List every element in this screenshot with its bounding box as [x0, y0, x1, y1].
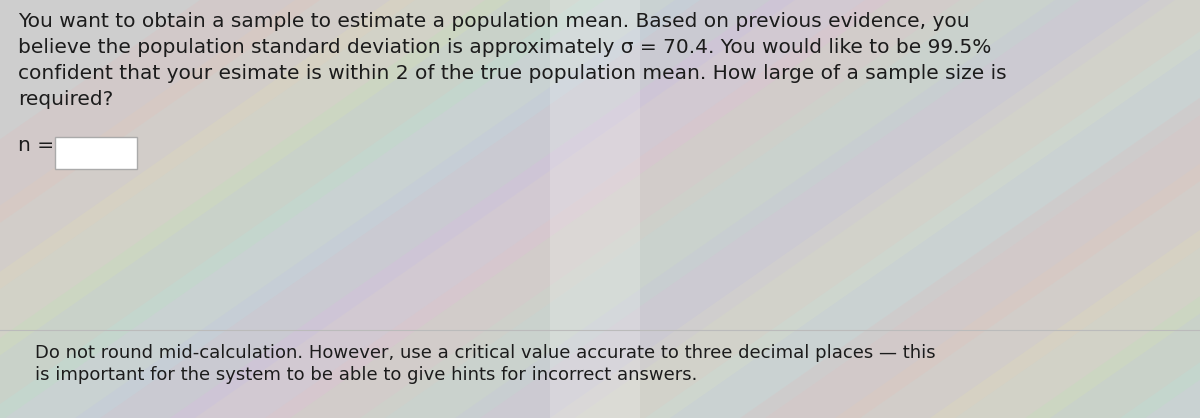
Polygon shape [740, 0, 1200, 418]
Polygon shape [455, 0, 1175, 418]
Polygon shape [0, 0, 605, 418]
Text: is important for the system to be able to give hints for incorrect answers.: is important for the system to be able t… [35, 366, 697, 384]
Text: required?: required? [18, 90, 113, 109]
Polygon shape [646, 0, 1200, 418]
FancyBboxPatch shape [55, 137, 137, 169]
Polygon shape [0, 0, 510, 418]
Text: You want to obtain a sample to estimate a population mean. Based on previous evi: You want to obtain a sample to estimate … [18, 12, 970, 31]
Text: n =: n = [18, 136, 54, 155]
Polygon shape [0, 0, 700, 418]
Polygon shape [1025, 0, 1200, 418]
Polygon shape [0, 0, 320, 418]
Polygon shape [74, 0, 796, 418]
Polygon shape [170, 0, 890, 418]
Polygon shape [1120, 0, 1200, 418]
Polygon shape [265, 0, 985, 418]
Polygon shape [550, 0, 1200, 418]
Text: Do not round mid-calculation. However, use a critical value accurate to three de: Do not round mid-calculation. However, u… [35, 344, 936, 362]
Polygon shape [930, 0, 1200, 418]
Polygon shape [360, 0, 1080, 418]
Polygon shape [550, 0, 640, 418]
Text: confident that your esimate is within 2 of the true population mean. How large o: confident that your esimate is within 2 … [18, 64, 1007, 83]
Polygon shape [835, 0, 1200, 418]
Text: believe the population standard deviation is approximately σ = 70.4. You would l: believe the population standard deviatio… [18, 38, 991, 57]
Polygon shape [0, 0, 415, 418]
